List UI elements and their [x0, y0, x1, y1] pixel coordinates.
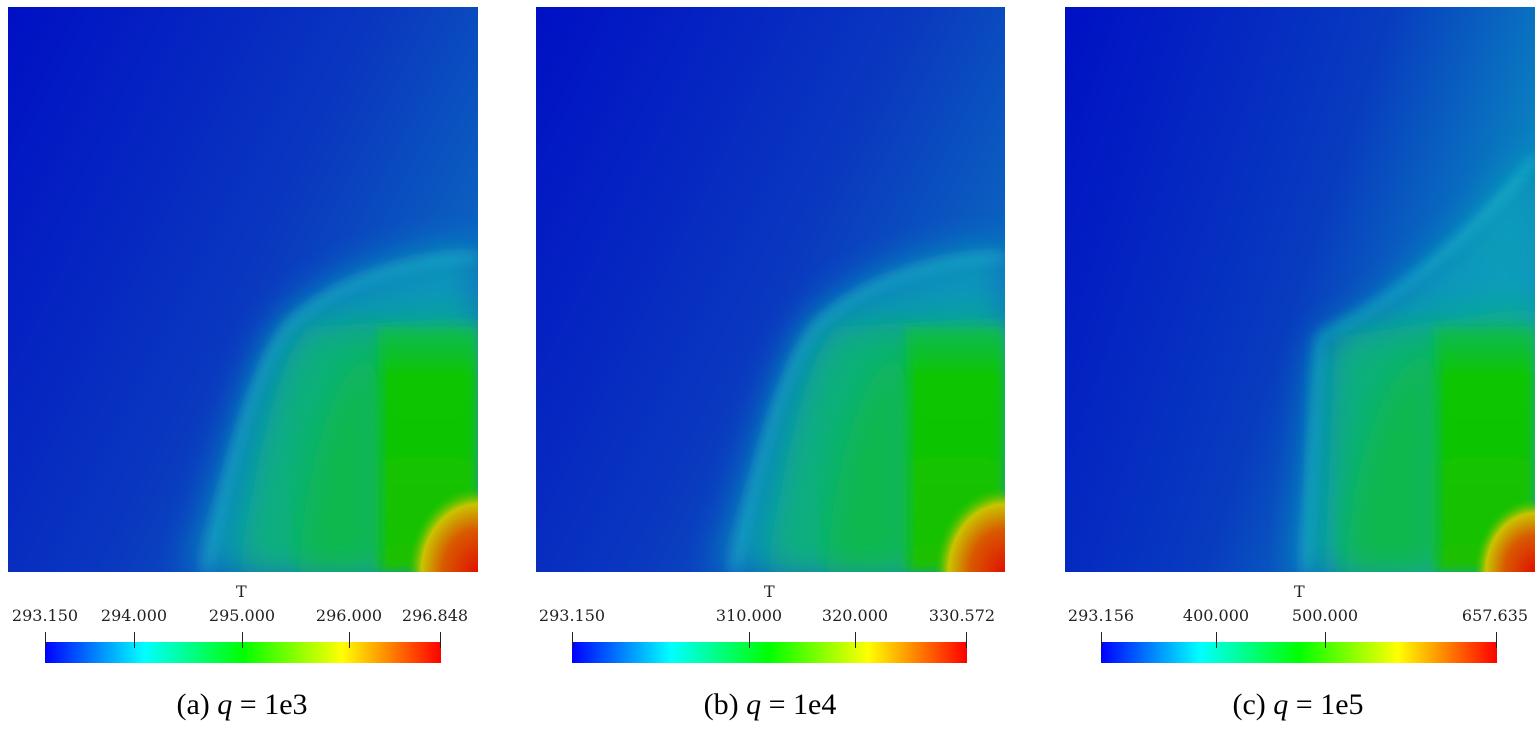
caption-value: = 1e5 — [1288, 688, 1364, 721]
colorbar-tick — [966, 632, 967, 648]
colorbar-tick-label: 294.000 — [100, 606, 168, 625]
colorbar-tick — [855, 632, 856, 648]
colorbar-title: T — [764, 582, 775, 601]
colorbar-tick — [1496, 632, 1497, 648]
colorbar-tick — [1216, 632, 1217, 648]
colorbar-tick-label: 293.150 — [11, 606, 79, 625]
panel-b: T 293.150 310.000 320.000 330.572 (b) q … — [520, 0, 1030, 731]
caption-variable: q — [1273, 688, 1289, 721]
caption-label: (c) — [1232, 688, 1274, 721]
colorbar-tick-label: 295.000 — [208, 606, 276, 625]
panel-caption: (a) q = 1e3 — [176, 688, 307, 722]
colorbar-tick-label: 296.000 — [315, 606, 383, 625]
panel-c: T 293.156 400.000 500.000 657.635 (c) q … — [1030, 0, 1540, 731]
colorbar — [572, 642, 967, 663]
caption-variable: q — [217, 688, 233, 721]
colorbar-tick — [440, 632, 441, 648]
colorbar-tick-label: 400.000 — [1182, 606, 1250, 625]
colorbar — [45, 642, 441, 663]
caption-label: (a) — [176, 688, 218, 721]
colorbar-tick — [1325, 632, 1326, 648]
caption-label: (b) — [703, 688, 747, 721]
colorbar-tick-label: 657.635 — [1461, 606, 1529, 625]
temperature-field-b — [536, 7, 1005, 572]
colorbar-tick-label: 296.848 — [401, 606, 469, 625]
colorbar-tick-label: 320.000 — [821, 606, 889, 625]
caption-value: = 1e3 — [232, 688, 308, 721]
colorbar-tick — [242, 632, 243, 648]
colorbar-tick-label: 310.000 — [715, 606, 783, 625]
colorbar-tick — [749, 632, 750, 648]
panel-a: T 293.150 294.000 295.000 296.000 296.84… — [0, 0, 520, 731]
colorbar-tick — [349, 632, 350, 648]
colorbar-tick-label: 293.156 — [1067, 606, 1135, 625]
colorbar-tick — [134, 632, 135, 648]
panel-caption: (b) q = 1e4 — [704, 688, 837, 722]
panel-caption: (c) q = 1e5 — [1232, 688, 1363, 722]
colorbar-tick — [1101, 632, 1102, 648]
colorbar-tick-label: 330.572 — [928, 606, 996, 625]
colorbar-tick-label: 293.150 — [538, 606, 606, 625]
colorbar — [1101, 642, 1497, 663]
colorbar-tick — [45, 632, 46, 648]
temperature-field-c — [1065, 7, 1535, 572]
temperature-field-a — [8, 7, 478, 572]
caption-variable: q — [746, 688, 762, 721]
caption-value: = 1e4 — [761, 688, 837, 721]
colorbar-title: T — [1294, 582, 1305, 601]
colorbar-title: T — [236, 582, 247, 601]
colorbar-tick — [572, 632, 573, 648]
colorbar-tick-label: 500.000 — [1291, 606, 1359, 625]
